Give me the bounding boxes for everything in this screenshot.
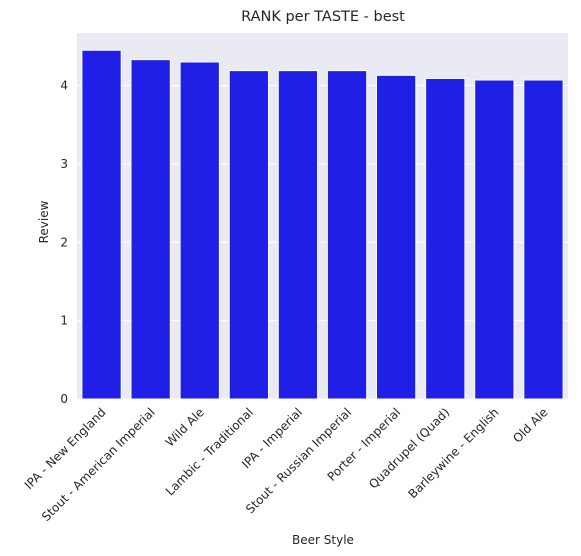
y-tick-label: 0 [60,392,68,406]
x-tick-label: IPA - New England [22,405,109,492]
bars [81,49,564,400]
x-tick-label: Wild Ale [163,405,207,449]
y-tick-label: 3 [60,157,68,171]
x-axis-label: Beer Style [292,533,354,547]
bar [376,74,417,400]
x-tick-label: Quadrupel (Quad) [366,405,452,491]
bar [277,70,319,400]
bar [326,70,368,400]
y-tick-label: 2 [60,235,68,249]
bar [130,59,171,400]
chart-title: RANK per TASTE - best [241,9,405,25]
x-tick-label: Barleywine - English [405,405,501,501]
bar [228,70,269,400]
x-tick-label: Lambic - Traditional [163,405,256,498]
bar [474,79,515,400]
x-tick-label: Old Ale [510,405,550,445]
bar [81,49,122,400]
bar [523,79,564,400]
bar [179,61,220,400]
y-tick-label: 1 [60,314,68,328]
y-tick-label: 4 [60,79,68,93]
bar [425,77,466,400]
y-axis-label: Review [37,200,51,243]
y-axis-ticks: 0 1 2 3 4 [60,79,68,406]
